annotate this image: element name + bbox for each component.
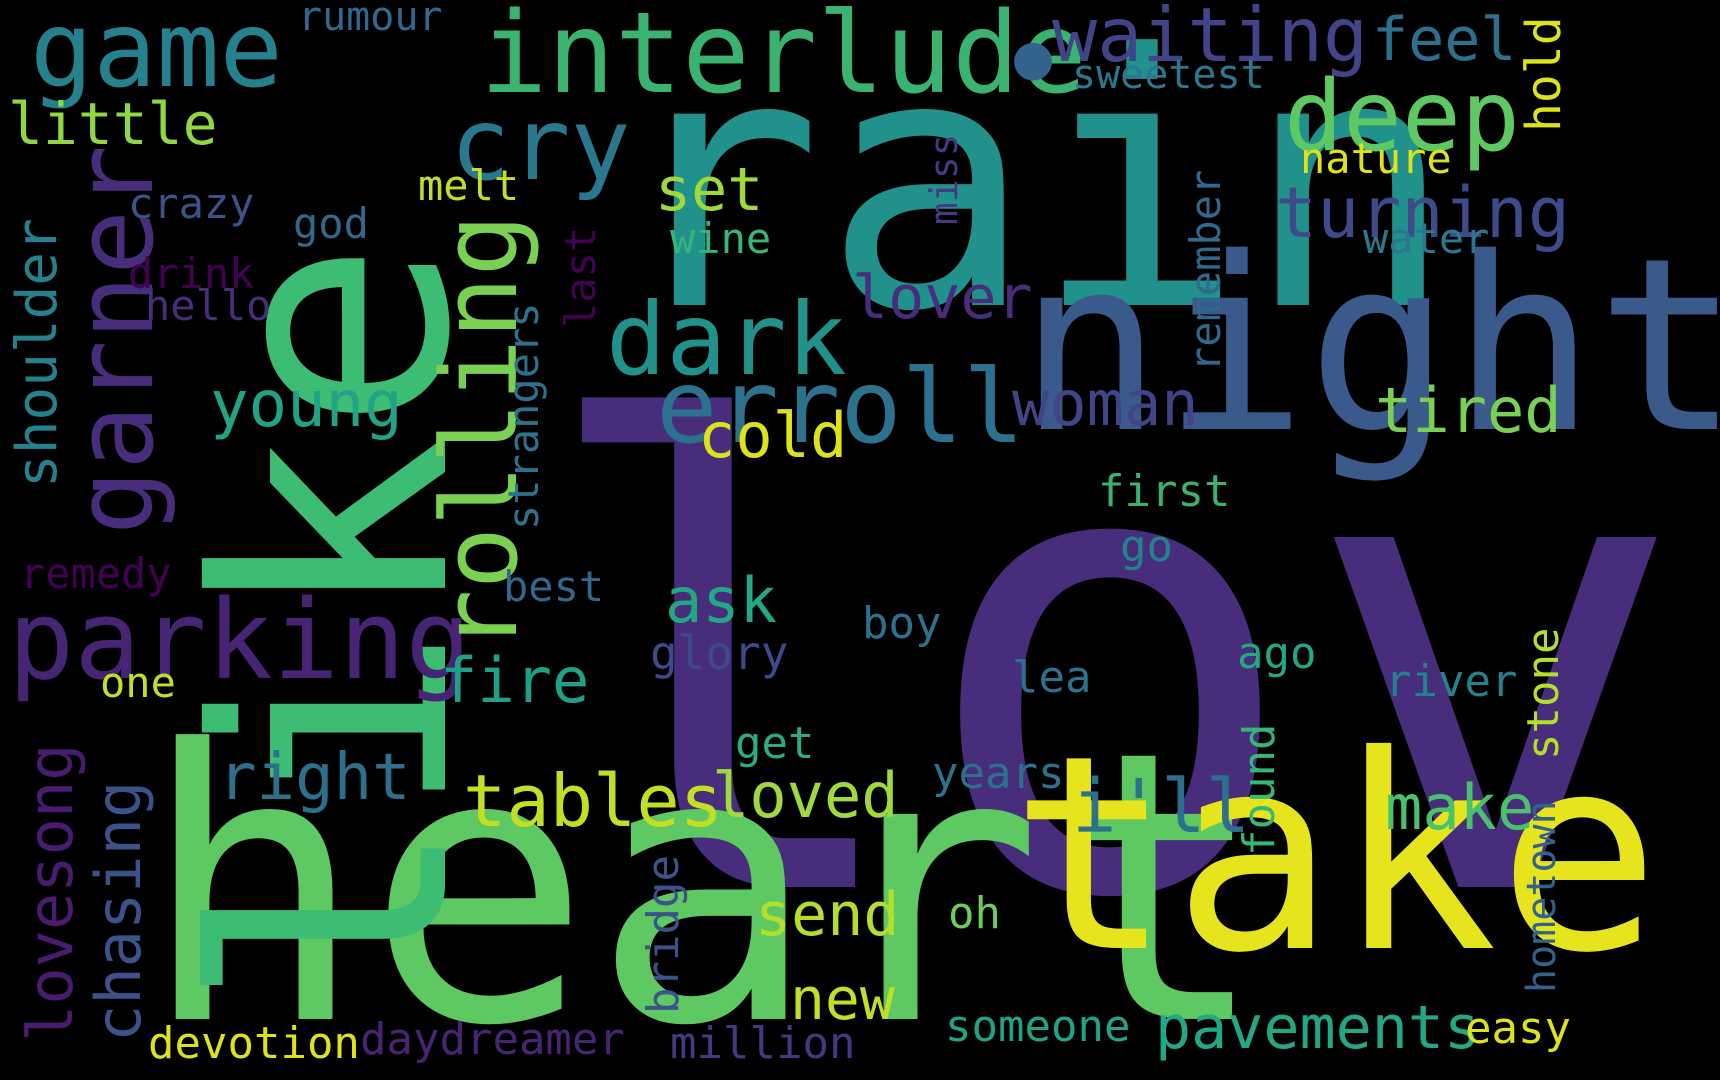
word-erroll: erroll (656, 348, 1025, 467)
word-god: god (293, 199, 369, 248)
word-get: get (735, 718, 815, 769)
word-devotion: devotion (148, 1018, 360, 1069)
word-hello: hello (145, 281, 272, 330)
word-waiting: waiting (1052, 0, 1369, 79)
word-pavements: pavements (1155, 993, 1481, 1063)
word-nature: nature (1300, 134, 1452, 183)
word-dark: dark (606, 281, 847, 398)
word-ask: ask (665, 564, 777, 637)
word-water: water (1363, 214, 1490, 263)
word-crazy: crazy (128, 179, 255, 228)
word-feel: feel (1372, 5, 1517, 75)
word-dot: • (994, 0, 1073, 141)
word-miss: miss (922, 133, 966, 225)
word-ill: i'll (1072, 764, 1251, 850)
word-sweetest: sweetest (1072, 52, 1265, 98)
word-tired: tired (1375, 374, 1562, 447)
word-lea: lea (1012, 652, 1092, 703)
word-best: best (503, 562, 605, 611)
word-river: river (1385, 656, 1518, 707)
word-someone: someone (945, 1001, 1131, 1052)
word-heart: heart (140, 672, 1269, 1080)
word-little: little (8, 90, 218, 158)
word-one: one (100, 658, 176, 707)
word-new: new (790, 965, 895, 1033)
word-night: night (1018, 206, 1720, 486)
word-chasing: chasing (82, 780, 155, 1042)
word-boy: boy (862, 598, 942, 649)
word-interlude: interlude (480, 0, 1087, 119)
word-take: take (1010, 697, 1661, 1012)
word-glory: glory (650, 626, 789, 680)
word-remember: remember (1181, 169, 1230, 372)
word-woman: woman (1012, 367, 1199, 440)
word-loved: loved (712, 759, 899, 832)
word-easy: easy (1465, 1003, 1571, 1054)
word-parking: parking (8, 576, 472, 704)
word-deep: deep (1284, 60, 1521, 174)
word-cry: cry (450, 86, 631, 203)
word-rain: rain (612, 0, 1455, 388)
word-lover: lover (852, 263, 1033, 333)
word-turning: turning (1275, 172, 1571, 254)
word-hold: hold (1516, 16, 1572, 132)
word-go: go (1120, 521, 1173, 572)
word-last: last (556, 226, 605, 328)
word-drink: drink (128, 249, 255, 298)
word-ago: ago (1237, 628, 1317, 679)
word-wine: wine (670, 214, 772, 263)
word-send: send (755, 880, 900, 950)
word-set: set (655, 155, 764, 225)
word-oh: oh (948, 888, 1001, 939)
word-strangers: strangers (499, 302, 548, 530)
word-make: make (1385, 771, 1535, 844)
word-right: right (218, 741, 411, 815)
word-love: love (532, 293, 1720, 1038)
word-stone: stone (1518, 627, 1569, 760)
word-fire: fire (440, 644, 590, 717)
word-lovesong: lovesong (14, 743, 87, 1042)
word-melt: melt (418, 161, 520, 210)
word-young: young (210, 368, 403, 442)
word-cold: cold (698, 399, 848, 472)
word-rumour: rumour (298, 0, 443, 40)
word-years: years (932, 748, 1065, 799)
word-game: game (30, 0, 283, 111)
word-million: million (670, 1018, 856, 1069)
word-shoulder: shoulder (5, 218, 70, 488)
word-first: first (1098, 466, 1231, 517)
word-daydreamer: daydreamer (360, 1014, 625, 1065)
word-remedy: remedy (20, 549, 172, 598)
word-bridge: bridge (638, 855, 689, 1014)
word-tables: tables (463, 759, 724, 843)
